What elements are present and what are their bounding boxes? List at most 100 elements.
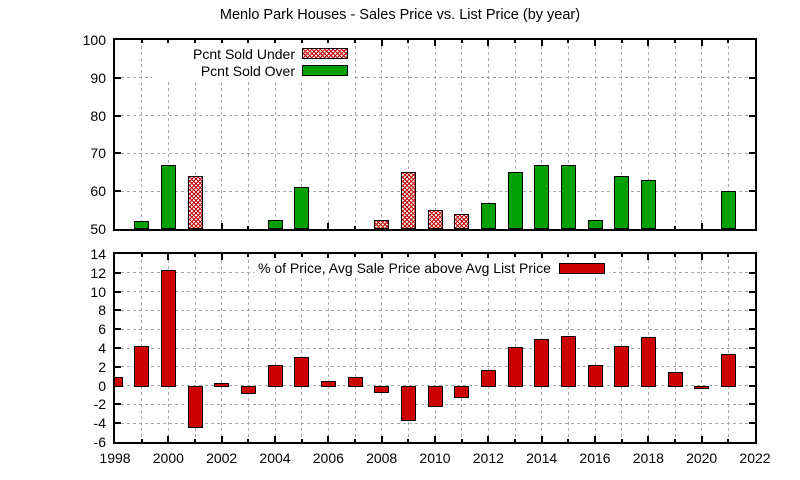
grid-line-horizontal <box>115 309 755 311</box>
y-tick-label: 70 <box>90 145 106 162</box>
x-tick-mark <box>354 439 356 442</box>
y-tick-label: -6 <box>93 434 106 450</box>
x-tick-mark <box>247 439 250 442</box>
grid-line-vertical <box>141 40 143 229</box>
x-tick-mark <box>220 223 223 229</box>
x-tick-mark <box>247 226 250 229</box>
x-tick-mark <box>460 254 463 257</box>
grid-line-vertical <box>407 40 409 229</box>
grid-line-vertical <box>167 40 169 229</box>
y-tick-label: 50 <box>90 221 106 237</box>
x-tick-mark <box>434 254 436 260</box>
chart-title: Menlo Park Houses - Sales Price vs. List… <box>219 7 581 23</box>
x-tick-mark <box>194 254 196 257</box>
y-tick-mark <box>115 152 121 155</box>
y-tick-mark <box>115 114 121 117</box>
x-tick-mark <box>514 40 516 43</box>
y-tick-label: 0 <box>98 377 106 394</box>
x-tick-mark <box>620 254 623 257</box>
bar-2004 <box>267 219 283 229</box>
x-tick-mark <box>567 439 570 442</box>
bar-2021 <box>720 191 736 229</box>
x-tick-mark <box>327 254 330 260</box>
x-tick-label: 2008 <box>366 450 398 466</box>
bar-1998 <box>115 377 123 388</box>
y-tick-mark <box>749 347 755 349</box>
bar-2005 <box>294 187 310 229</box>
bottom-panel <box>113 252 757 444</box>
bar-2018 <box>640 336 656 388</box>
x-tick-mark <box>167 436 170 442</box>
bar-2021 <box>720 353 736 388</box>
x-tick-mark <box>567 254 570 257</box>
x-tick-label: 2006 <box>312 450 344 466</box>
grid-line-vertical <box>541 40 543 229</box>
y-tick-mark <box>749 365 755 368</box>
x-tick-mark <box>247 254 250 257</box>
x-tick-mark <box>514 254 516 257</box>
y-tick-mark <box>749 422 755 425</box>
y-tick-mark <box>115 365 121 368</box>
bar-2001 <box>187 176 203 229</box>
y-tick-label: 90 <box>90 69 106 86</box>
x-tick-mark <box>727 254 730 257</box>
x-tick-mark <box>354 226 356 229</box>
bar-2006 <box>320 380 336 388</box>
x-tick-mark <box>567 40 570 43</box>
y-tick-label: 6 <box>98 321 106 338</box>
bar-2016 <box>587 364 603 388</box>
x-tick-mark <box>514 439 516 442</box>
green-swatch-icon <box>302 65 348 76</box>
bar-2009 <box>400 172 416 229</box>
y-tick-mark <box>115 328 121 331</box>
grid-line-horizontal <box>115 366 755 368</box>
x-tick-mark <box>594 436 596 442</box>
grid-line-vertical <box>274 40 276 229</box>
bar-1999 <box>134 221 150 229</box>
grid-line-horizontal <box>115 328 755 330</box>
y-tick-mark <box>749 114 755 117</box>
y-tick-mark <box>115 422 121 425</box>
x-tick-mark <box>647 40 650 46</box>
y-tick-mark <box>115 403 121 406</box>
x-tick-mark <box>700 254 703 260</box>
bar-2016 <box>587 219 603 229</box>
x-tick-mark <box>487 254 490 260</box>
x-tick-label: 2018 <box>632 450 664 466</box>
bottom-legend: % of Price, Avg Sale Price above Avg Lis… <box>254 258 609 278</box>
x-tick-mark <box>460 40 463 43</box>
x-tick-mark <box>700 40 703 46</box>
bar-2018 <box>640 179 656 229</box>
x-tick-label: 2016 <box>579 450 611 466</box>
x-tick-mark <box>540 254 543 260</box>
bar-2011 <box>454 385 470 399</box>
grid-line-horizontal <box>115 347 755 349</box>
x-tick-mark <box>620 439 623 442</box>
y-tick-mark <box>115 76 121 79</box>
x-tick-mark <box>407 40 410 43</box>
x-tick-label: 2010 <box>419 450 451 466</box>
bar-2007 <box>347 377 363 388</box>
y-tick-label: -2 <box>93 396 106 413</box>
legend-label-pcnt-sold-over: Pcnt Sold Over <box>200 62 295 79</box>
y-tick-mark <box>115 309 121 312</box>
y-tick-mark <box>749 309 755 312</box>
bar-2000 <box>160 164 176 229</box>
y-tick-mark <box>749 384 755 387</box>
x-tick-label: 2014 <box>526 450 558 466</box>
x-tick-mark <box>354 254 356 257</box>
bar-2019 <box>667 371 683 388</box>
top-legend: Pcnt Sold Under Pcnt Sold Over <box>152 43 352 81</box>
x-tick-mark <box>274 436 276 442</box>
grid-line-vertical <box>621 40 623 229</box>
bar-2020 <box>694 385 710 389</box>
y-tick-mark <box>749 76 755 79</box>
grid-line-vertical <box>194 40 196 229</box>
y-tick-label: 100 <box>82 32 106 48</box>
y-tick-label: 80 <box>90 107 106 124</box>
x-tick-mark <box>220 436 223 442</box>
bar-2017 <box>614 176 630 229</box>
x-tick-mark <box>487 40 490 46</box>
y-tick-mark <box>115 190 121 193</box>
x-tick-label: 2000 <box>152 450 184 466</box>
